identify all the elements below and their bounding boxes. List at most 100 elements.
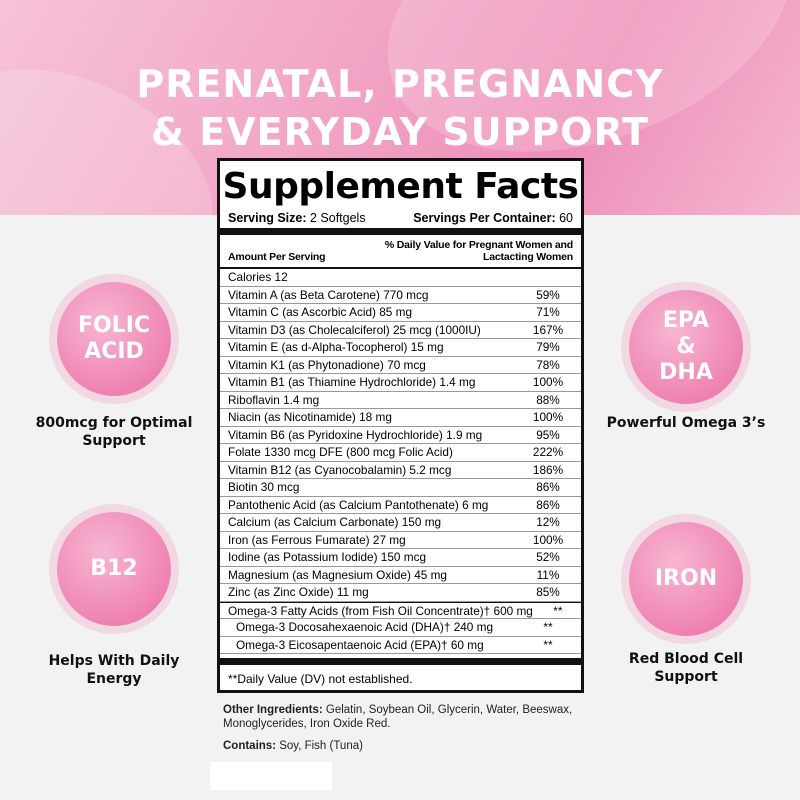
- badge-title: FOLIC ACID: [77, 313, 151, 364]
- nutrient-name: Iron (as Ferrous Fumarate) 27 mg: [228, 532, 406, 547]
- nutrient-row: Vitamin K1 (as Phytonadione) 70 mcg 78%: [220, 357, 581, 374]
- headline-line-1: PRENATAL, PREGNANCY: [136, 62, 664, 106]
- badge-title: IRON: [654, 566, 718, 591]
- nutrient-row: Vitamin B1 (as Thiamine Hydrochloride) 1…: [220, 374, 581, 392]
- nutrient-name: Vitamin K1 (as Phytonadione) 70 mcg: [228, 357, 426, 372]
- nutrient-name: Omega-3 Eicosapentaenoic Acid (EPA)† 60 …: [236, 637, 484, 652]
- nutrient-name: Vitamin B12 (as Cyanocobalamin) 5.2 mcg: [228, 462, 452, 477]
- nutrient-dv: 12%: [536, 515, 560, 529]
- badge-b12: B12: [57, 512, 171, 626]
- nutrient-dv: 100%: [532, 410, 564, 424]
- nutrient-name: Omega-3 Fatty Acids (from Fish Oil Conce…: [228, 603, 533, 618]
- badge-iron: IRON: [629, 522, 743, 636]
- badge-title: EPA & DHA: [659, 308, 713, 385]
- nutrient-dv: 186%: [532, 462, 564, 477]
- nutrient-dv: **: [553, 603, 563, 618]
- nutrient-name: Omega-3 Docosahexaenoic Acid (DHA)† 240 …: [236, 620, 494, 634]
- nutrient-row: Biotin 30 mcg 86%: [220, 479, 581, 497]
- nutrient-dv: 79%: [536, 340, 560, 354]
- nutrient-name: Magnesium (as Magnesium Oxide) 45 mg: [228, 567, 447, 582]
- divider: [220, 658, 581, 665]
- nutrient-name: Pantothenic Acid (as Calcium Pantothenat…: [228, 497, 489, 512]
- footnote: **Daily Value (DV) not established.: [228, 672, 413, 686]
- nutrient-dv: [523, 269, 573, 286]
- badge-title: B12: [90, 556, 138, 581]
- badge-caption: Powerful Omega 3’s: [606, 415, 766, 431]
- col-amount: Amount Per Serving: [228, 251, 326, 263]
- nutrient-row: Pantothenic Acid (as Calcium Pantothenat…: [220, 497, 581, 514]
- nutrient-row: Vitamin A (as Beta Carotene) 770 mcg 59%: [220, 287, 581, 304]
- nutrient-name: Biotin 30 mcg: [228, 480, 300, 494]
- headline-line-2: & EVERYDAY SUPPORT: [150, 110, 650, 154]
- nutrient-row: Vitamin E (as d-Alpha-Tocopherol) 15 mg 7…: [220, 339, 581, 357]
- nutrient-name: Zinc (as Zinc Oxide) 11 mg: [228, 585, 369, 599]
- nutrient-row: Zinc (as Zinc Oxide) 11 mg 85%: [220, 584, 581, 602]
- nutrient-row: Omega-3 Docosahexaenoic Acid (DHA)† 240 …: [220, 619, 581, 637]
- nutrient-row: Vitamin D3 (as Cholecalciferol) 25 mcg (…: [220, 322, 581, 339]
- badge-caption: Red Blood Cell Support: [628, 651, 744, 685]
- nutrient-dv: 86%: [536, 480, 560, 494]
- nutrient-name: Vitamin B6 (as Pyridoxine Hydrochloride)…: [228, 427, 483, 442]
- nutrient-name: Iodine (as Potassium Iodide) 150 mcg: [228, 550, 427, 564]
- nutrient-name: Niacin (as Nicotinamide) 18 mg: [228, 410, 392, 424]
- column-headers: Amount Per Serving % Daily Value for Pre…: [220, 239, 581, 263]
- nutrient-dv: 86%: [536, 497, 560, 512]
- headline: PRENATAL, PREGNANCY & EVERYDAY SUPPORT: [0, 60, 800, 156]
- nutrient-row: Vitamin B12 (as Cyanocobalamin) 5.2 mcg 1…: [220, 462, 581, 479]
- serving-info: Serving Size: 2 Softgels Servings Per Co…: [220, 211, 581, 225]
- divider: [220, 267, 581, 269]
- nutrient-row: Calcium (as Calcium Carbonate) 150 mg 12%: [220, 514, 581, 532]
- nutrient-row: Iodine (as Potassium Iodide) 150 mcg 52%: [220, 549, 581, 567]
- servings-per-container: 60: [559, 211, 573, 225]
- nutrient-dv: 59%: [536, 287, 560, 302]
- divider: [220, 228, 581, 235]
- nutrient-row: Omega-3 Fatty Acids (from Fish Oil Conce…: [220, 601, 581, 619]
- nutrient-dv: 100%: [532, 375, 564, 389]
- nutrient-row: Iron (as Ferrous Fumarate) 27 mg 100%: [220, 532, 581, 549]
- nutrient-name: Vitamin D3 (as Cholecalciferol) 25 mcg (…: [228, 322, 481, 337]
- nutrient-name: Folate 1330 mcg DFE (800 mcg Folic Acid): [228, 445, 453, 459]
- contains: Soy, Fish (Tuna): [279, 740, 363, 752]
- panel-title: Supplement Facts: [222, 166, 579, 207]
- nutrient-row: Vitamin C (as Ascorbic Acid) 85 mg 71%: [220, 304, 581, 322]
- other-ingredients-label: Other Ingredients:: [223, 704, 323, 716]
- serving-size: 2 Softgels: [309, 211, 366, 225]
- badge-caption: Helps With Daily Energy: [48, 653, 180, 687]
- nutrient-row: Omega-3 Eicosapentaenoic Acid (EPA)† 60 …: [220, 637, 581, 654]
- nutrient-dv: 167%: [532, 322, 564, 337]
- nutrient-name: Vitamin B1 (as Thiamine Hydrochloride) 1…: [228, 375, 476, 389]
- nutrient-name: Riboflavin 1.4 mg: [228, 392, 320, 407]
- badge-folic-acid: FOLIC ACID: [57, 282, 171, 396]
- nutrient-dv: 85%: [536, 585, 560, 599]
- nutrient-dv: **: [543, 620, 553, 634]
- nutrient-row: Riboflavin 1.4 mg 88%: [220, 392, 581, 409]
- blank-strip: [210, 762, 332, 790]
- nutrient-row: Calories 12: [220, 269, 581, 287]
- nutrient-name: Vitamin E (as d-Alpha-Tocopherol) 15 mg: [228, 340, 444, 354]
- nutrient-dv: 222%: [532, 445, 564, 459]
- supplement-facts-panel: Supplement Facts Serving Size: 2 Softgel…: [217, 158, 584, 693]
- nutrient-name: Vitamin A (as Beta Carotene) 770 mcg: [228, 287, 429, 302]
- nutrient-name: Vitamin C (as Ascorbic Acid) 85 mg: [228, 305, 413, 319]
- servings-label: Servings Per Container:: [413, 211, 556, 225]
- nutrient-name: Calories 12: [228, 270, 288, 284]
- col-dv: % Daily Value for Pregnant Women and Lac…: [384, 239, 573, 263]
- nutrient-row: Vitamin B6 (as Pyridoxine Hydrochloride)…: [220, 427, 581, 444]
- nutrient-dv: 71%: [536, 305, 560, 319]
- nutrient-row: Niacin (as Nicotinamide) 18 mg 100%: [220, 409, 581, 427]
- nutrient-row: Folate 1330 mcg DFE (800 mcg Folic Acid)…: [220, 444, 581, 462]
- nutrient-dv: 11%: [536, 567, 560, 582]
- nutrient-row: Magnesium (as Magnesium Oxide) 45 mg 11%: [220, 567, 581, 584]
- other-ingredients: Gelatin, Soybean Oil, Glycerin, Water, B…: [223, 704, 573, 730]
- nutrient-dv: 88%: [536, 392, 560, 407]
- badge-epa-dha: EPA & DHA: [629, 290, 743, 404]
- nutrient-dv: **: [543, 637, 553, 652]
- other-info: Other Ingredients: Gelatin, Soybean Oil,…: [223, 703, 583, 753]
- contains-label: Contains:: [223, 740, 277, 752]
- nutrient-dv: 100%: [532, 532, 564, 547]
- nutrient-dv: 95%: [536, 427, 560, 442]
- nutrient-dv: 52%: [536, 550, 560, 564]
- nutrient-dv: 78%: [536, 357, 560, 372]
- nutrient-name: Calcium (as Calcium Carbonate) 150 mg: [228, 515, 442, 529]
- badge-caption: 800mcg for Optimal Support: [35, 415, 193, 449]
